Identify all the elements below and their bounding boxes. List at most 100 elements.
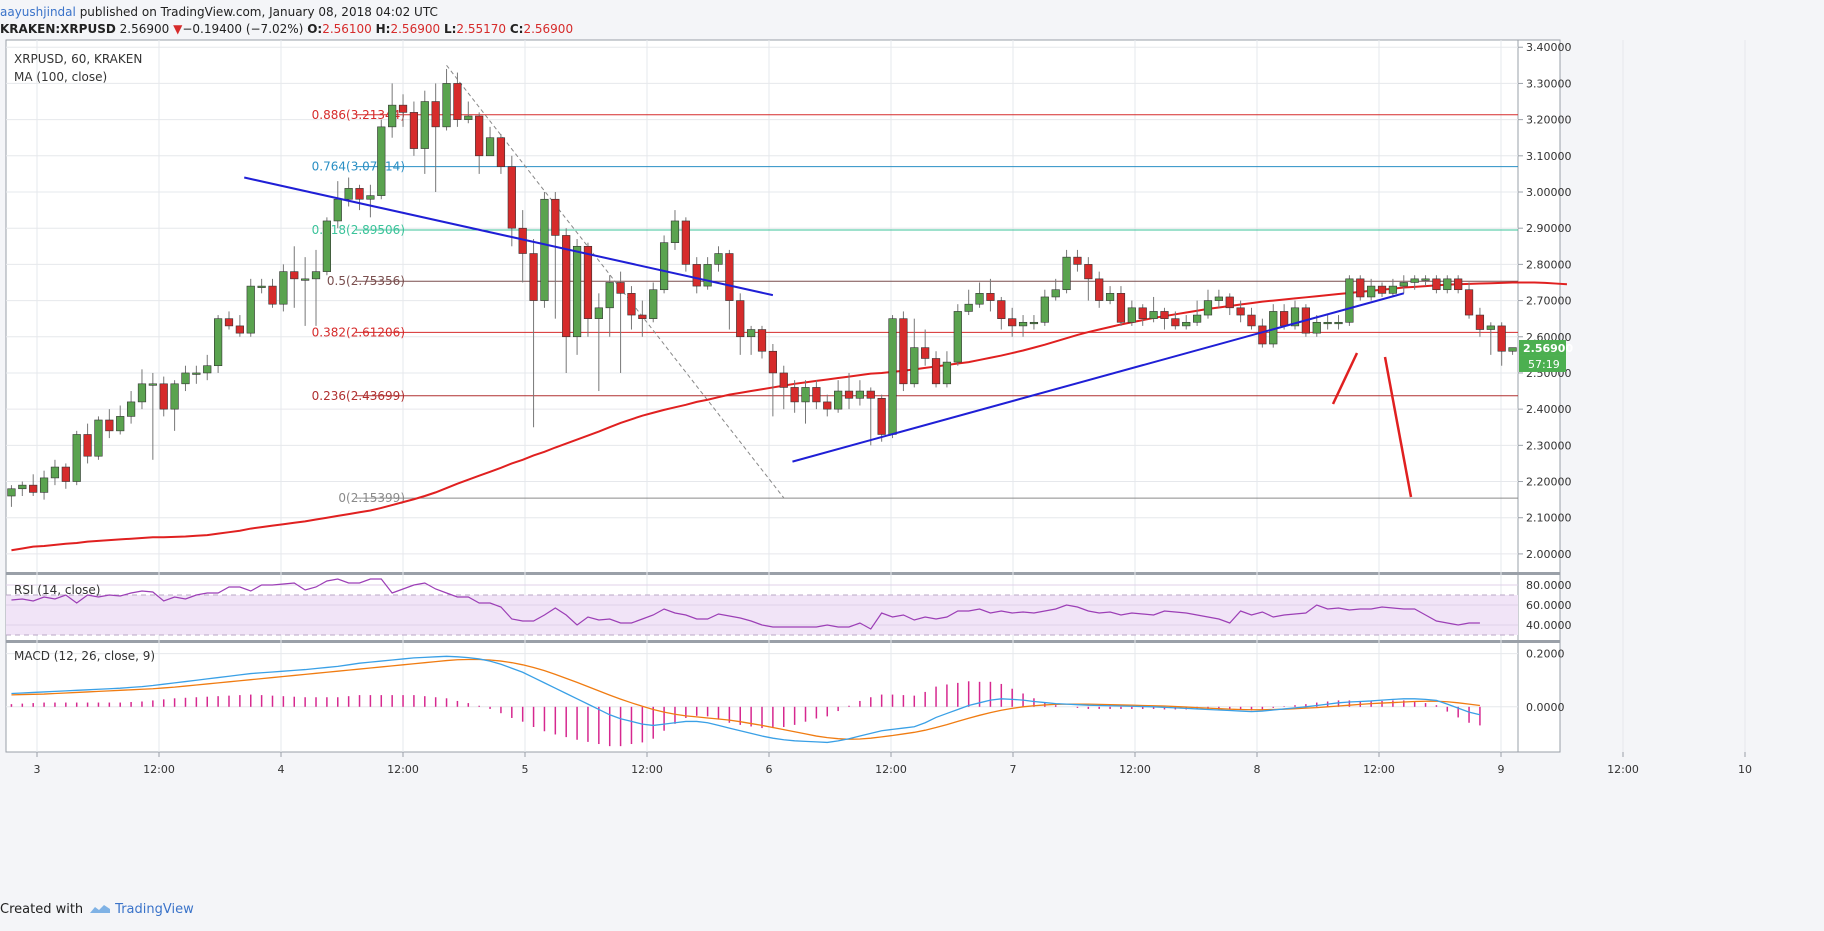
publish-line: aayushjindal published on TradingView.co… — [0, 5, 438, 19]
candle — [137, 383, 147, 403]
price-tick-label: 3.30000 — [1526, 77, 1572, 90]
low-label: L: — [443, 22, 457, 36]
fib-level-label: 0(2.15399) — [338, 491, 405, 505]
candle — [942, 361, 952, 385]
candle — [1193, 314, 1202, 323]
candle — [1410, 278, 1419, 283]
time-tick-label: 9 — [1498, 763, 1505, 776]
candle — [214, 318, 223, 367]
candle — [257, 285, 266, 288]
candle — [1138, 307, 1147, 319]
fib-level-label: 0.382(2.61206) — [312, 325, 405, 339]
candle — [235, 325, 244, 334]
time-tick-label: 12:00 — [1607, 763, 1639, 776]
forecast-down-stroke — [1383, 356, 1413, 498]
time-tick-label: 10 — [1738, 763, 1752, 776]
candle — [812, 387, 821, 403]
candle — [638, 314, 647, 319]
candle — [834, 390, 843, 410]
candle — [529, 253, 538, 301]
candle — [485, 137, 495, 157]
candle — [605, 282, 614, 309]
trendline — [244, 176, 774, 297]
candle — [1443, 278, 1452, 291]
candle — [594, 307, 603, 319]
candle — [540, 198, 549, 301]
candle — [899, 318, 908, 385]
candle — [1399, 282, 1408, 287]
candle — [779, 372, 788, 388]
candle — [1334, 321, 1343, 325]
candle — [997, 300, 1006, 319]
candle — [670, 220, 680, 243]
time-tick-label: 12:00 — [1119, 763, 1151, 776]
candle — [442, 83, 451, 128]
price-tick-label: 2.00000 — [1526, 548, 1572, 561]
candle — [768, 350, 777, 374]
candle — [18, 484, 27, 490]
candle — [398, 104, 408, 113]
candle — [1247, 314, 1256, 327]
candle — [1040, 296, 1049, 323]
fib-level-label: 0.886(3.21344) — [312, 108, 405, 122]
close-value: 2.56900 — [523, 22, 574, 36]
candle — [1127, 307, 1136, 323]
time-tick-label: 12:00 — [387, 763, 419, 776]
candle — [1203, 300, 1213, 316]
trendline — [792, 292, 1405, 463]
countdown-tag — [1519, 355, 1566, 372]
candle — [1160, 311, 1169, 319]
fib-level-label: 0.5(2.75356) — [327, 274, 405, 288]
candle — [714, 253, 723, 265]
candle — [355, 188, 364, 200]
candle — [1105, 293, 1115, 301]
rsi-tick-label: 60.0000 — [1526, 599, 1572, 612]
candle — [290, 271, 299, 280]
rsi-band — [6, 595, 1518, 635]
candle — [453, 83, 462, 120]
candle — [170, 383, 179, 410]
candle — [931, 358, 941, 385]
candle — [72, 434, 81, 482]
candle — [1464, 289, 1474, 316]
symbol-label: KRAKEN:XRPUSD — [0, 22, 116, 36]
candle — [1018, 321, 1028, 327]
tradingview-link[interactable]: TradingView — [115, 902, 194, 917]
candle — [105, 419, 114, 432]
candle — [377, 126, 386, 196]
candle — [148, 383, 157, 386]
time-tick-label: 12:00 — [143, 763, 175, 776]
price-value: 2.56900 — [119, 22, 170, 36]
time-tick-label: 12:00 — [631, 763, 663, 776]
fib-level-label: 0.764(3.07014) — [312, 160, 405, 174]
candle — [322, 220, 331, 272]
candle — [496, 137, 506, 167]
candle — [126, 401, 136, 417]
ma-indicator-label: MA (100, close) — [14, 70, 107, 84]
candle — [181, 372, 190, 385]
candle — [551, 198, 560, 236]
candle — [431, 101, 440, 128]
author-link[interactable]: aayushjindal — [0, 5, 76, 19]
time-tick-label: 4 — [278, 763, 285, 776]
main-chart-title: XRPUSD, 60, KRAKEN — [14, 52, 142, 66]
candle — [888, 318, 897, 435]
rsi-tick-label: 40.0000 — [1526, 619, 1572, 632]
candle — [1508, 347, 1517, 352]
candle — [1388, 285, 1398, 294]
candle — [39, 477, 49, 493]
last-price-label: 2.56900 — [1523, 342, 1573, 355]
candle — [1149, 311, 1158, 319]
macd-title: MACD (12, 26, close, 9) — [14, 649, 155, 663]
time-tick-label: 6 — [766, 763, 773, 776]
ohlc-line: KRAKEN:XRPUSD 2.56900 ▼−0.19400 (−7.02%)… — [0, 22, 573, 36]
candle — [279, 271, 288, 305]
candle — [1475, 314, 1485, 330]
high-label: H: — [375, 22, 391, 36]
time-tick-label: 12:00 — [1363, 763, 1395, 776]
candle — [159, 383, 168, 410]
candle — [975, 293, 984, 305]
candle — [311, 271, 321, 280]
candle — [1171, 318, 1180, 327]
